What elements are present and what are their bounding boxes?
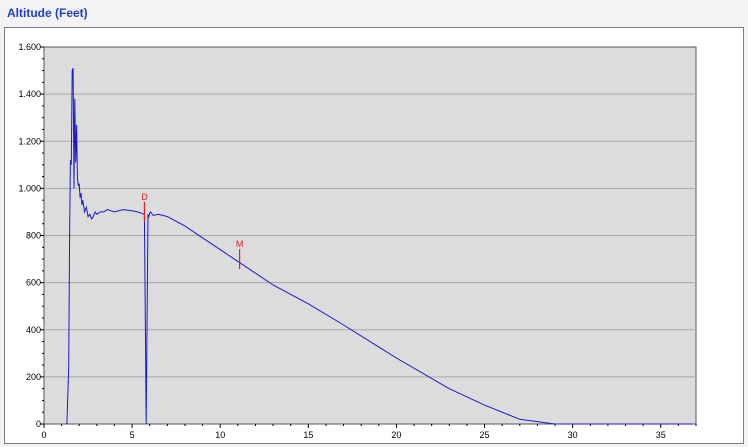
y-tick-label: 1.600 bbox=[18, 42, 41, 52]
chart-title: Altitude (Feet) bbox=[7, 6, 88, 20]
y-tick-label: 1.200 bbox=[18, 136, 41, 146]
x-tick-label: 35 bbox=[656, 430, 666, 440]
grid-lines bbox=[44, 93, 696, 378]
y-tick-label: 1.000 bbox=[18, 183, 41, 193]
y-axis: 0 200 400 600 800 1.000 1.200 1.400 1.600 bbox=[18, 42, 44, 429]
y-tick-label: 1.400 bbox=[18, 89, 41, 99]
x-tick-label: 15 bbox=[303, 430, 313, 440]
x-tick-label: 10 bbox=[215, 430, 225, 440]
x-axis: 0 5 10 15 20 25 30 35 bbox=[41, 424, 697, 440]
altitude-series-line bbox=[66, 68, 693, 425]
x-tick-label: 20 bbox=[391, 430, 401, 440]
series-group bbox=[66, 68, 693, 425]
y-tick-label: 0 bbox=[36, 419, 41, 429]
x-tick-label: 25 bbox=[480, 430, 490, 440]
y-tick-label: 200 bbox=[26, 372, 41, 382]
y-tick-label: 800 bbox=[26, 231, 41, 241]
markers-group: DM bbox=[141, 192, 244, 270]
marker-d-label: D bbox=[141, 192, 148, 202]
y-tick-label: 600 bbox=[26, 278, 41, 288]
marker-m-label: M bbox=[236, 239, 244, 249]
x-tick-label: 5 bbox=[130, 430, 135, 440]
x-tick-label: 0 bbox=[41, 430, 46, 440]
y-tick-label: 400 bbox=[26, 325, 41, 335]
x-tick-label: 30 bbox=[568, 430, 578, 440]
